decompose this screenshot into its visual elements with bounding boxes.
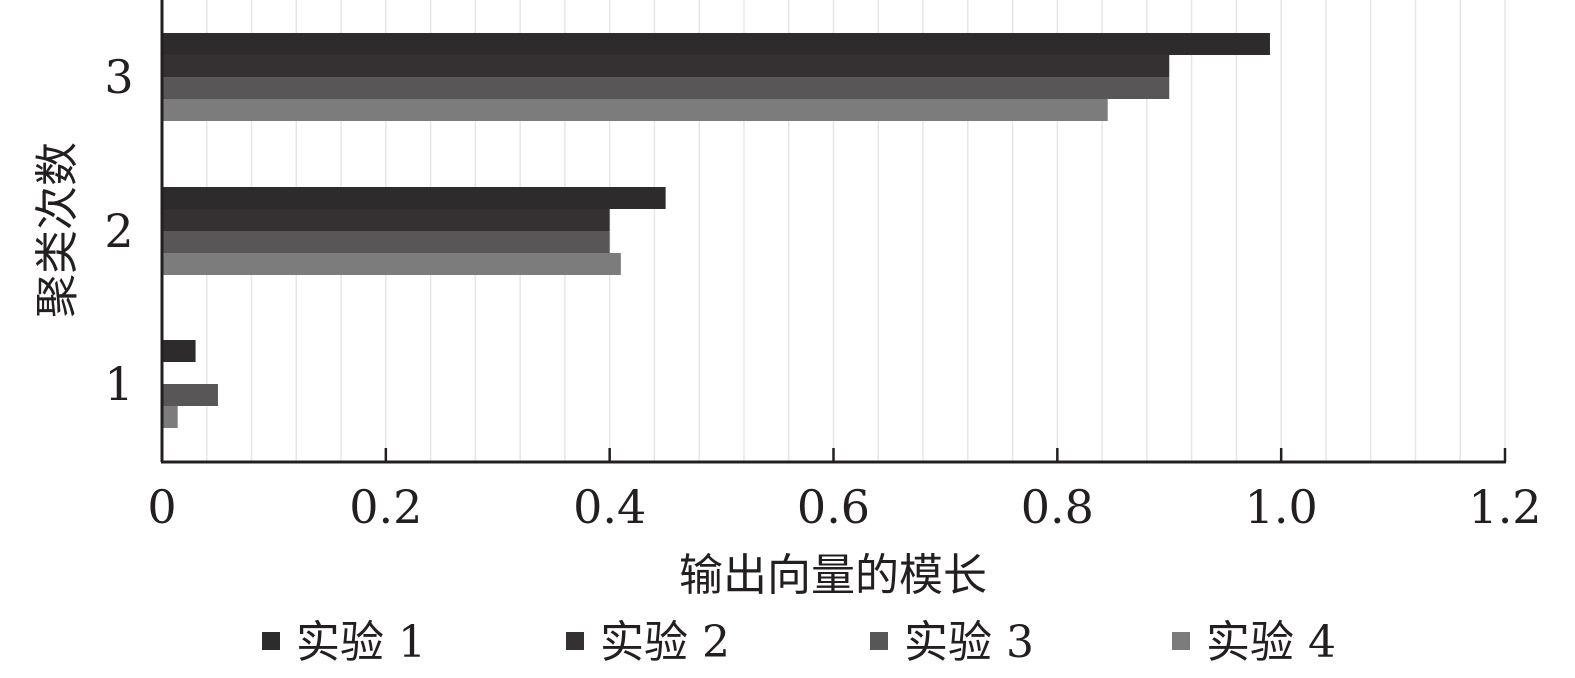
- y-axis-title: 聚类次数: [32, 142, 83, 318]
- legend-label-1: 实验 1: [296, 617, 426, 668]
- bar-2-series-3: [162, 231, 610, 253]
- legend-label-2: 实验 2: [600, 617, 730, 668]
- x-axis-title: 输出向量的模长: [679, 550, 987, 601]
- legend: 实验 1 实验 2 实验 3 实验 4: [262, 617, 1336, 668]
- bar-2-series-2: [162, 209, 610, 231]
- bar-3-series-3: [162, 77, 1170, 99]
- legend-label-3: 实验 3: [904, 617, 1034, 668]
- x-tick-label-3: 0.6: [797, 480, 870, 534]
- bar-3-series-1: [162, 33, 1270, 55]
- x-tick-label-4: 0.8: [1021, 480, 1094, 534]
- legend-swatch-3: [870, 632, 888, 650]
- bars: [162, 33, 1270, 428]
- x-ticks: 0 0.2 0.4 0.6 0.8 1.0 1.2: [147, 448, 1542, 534]
- bar-1-series-4: [162, 406, 178, 428]
- x-tick-label-2: 0.4: [573, 480, 646, 534]
- legend-swatch-2: [566, 632, 584, 650]
- bar-3-series-4: [162, 99, 1108, 121]
- bar-1-series-3: [162, 384, 218, 406]
- y-tick-label-1: 1: [104, 357, 133, 411]
- legend-label-4: 实验 4: [1206, 617, 1336, 668]
- bar-2-series-4: [162, 253, 621, 275]
- legend-swatch-1: [262, 632, 280, 650]
- x-tick-label-0: 0: [147, 480, 176, 534]
- legend-swatch-4: [1172, 632, 1190, 650]
- x-tick-label-5: 1.0: [1245, 480, 1318, 534]
- bar-2-series-1: [162, 187, 666, 209]
- y-tick-label-2: 2: [104, 204, 133, 258]
- x-tick-label-6: 1.2: [1468, 480, 1541, 534]
- bar-3-series-2: [162, 55, 1170, 77]
- bar-1-series-1: [162, 340, 196, 362]
- y-ticks: 1 2 3: [104, 50, 133, 411]
- y-tick-label-3: 3: [104, 50, 133, 104]
- x-tick-label-1: 0.2: [349, 480, 422, 534]
